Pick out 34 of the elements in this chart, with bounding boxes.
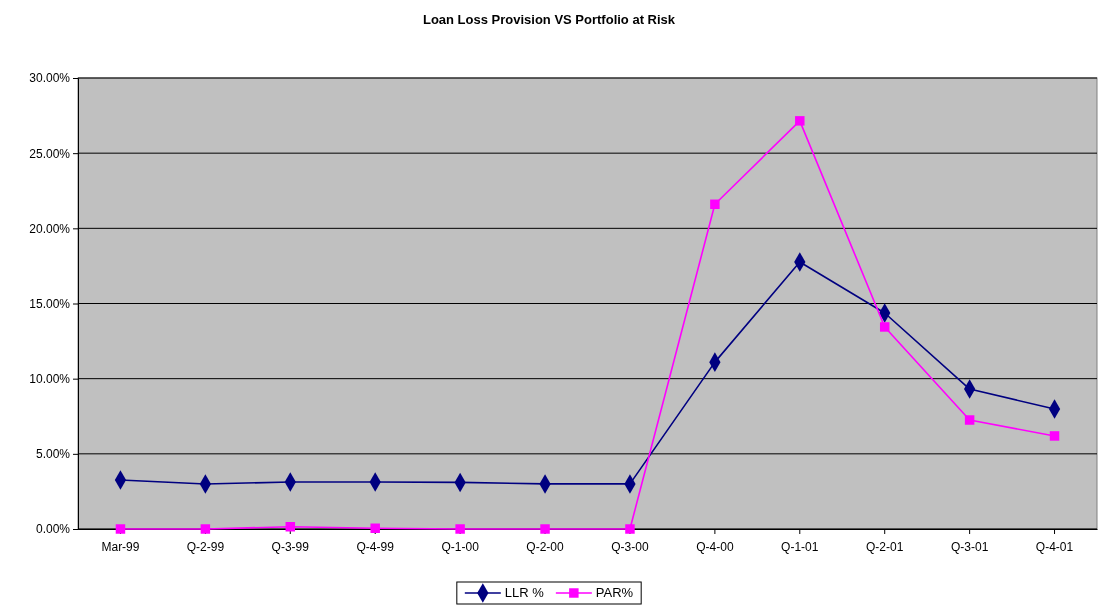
- x-tick-label: Q-1-00: [441, 540, 480, 555]
- x-tick-label: Mar-99: [101, 540, 140, 555]
- legend-label: LLR %: [504, 585, 545, 600]
- x-tick-label: Q-4-00: [696, 540, 734, 555]
- x-tick-label: Q-1-01: [781, 540, 819, 555]
- point: [1049, 431, 1060, 441]
- x-tick-label: Q-2-01: [866, 540, 904, 555]
- y-tick-label: 10.00%: [29, 372, 71, 387]
- point: [200, 524, 211, 534]
- point: [285, 522, 296, 532]
- x-tick-label: Q-3-99: [271, 540, 310, 555]
- x-tick-label: Q-4-99: [356, 540, 395, 555]
- x-tick-label: Q-3-01: [950, 540, 989, 555]
- point: [964, 415, 975, 425]
- point: [455, 524, 465, 534]
- y-tick-label: 0.00%: [35, 522, 71, 537]
- x-tick-label: Q-4-01: [1035, 540, 1074, 555]
- x-tick-label: Q-2-99: [186, 540, 225, 555]
- y-tick-label: 15.00%: [29, 296, 71, 311]
- point: [625, 524, 635, 534]
- y-tick-label: 30.00%: [29, 71, 71, 86]
- point: [879, 322, 890, 332]
- y-tick-label: 5.00%: [35, 447, 71, 462]
- point: [540, 524, 550, 534]
- point: [710, 199, 720, 210]
- point: [115, 524, 126, 534]
- y-tick-label: 25.00%: [29, 146, 71, 161]
- point: [370, 523, 380, 533]
- x-tick-label: Q-2-00: [526, 540, 565, 555]
- x-tick-label: Q-3-00: [611, 540, 649, 555]
- y-tick-label: 20.00%: [29, 221, 71, 236]
- point: [795, 116, 805, 126]
- chart-title: Loan Loss Provision VS Portfolio at Risk: [422, 12, 676, 27]
- legend-label: PAR%: [595, 585, 634, 600]
